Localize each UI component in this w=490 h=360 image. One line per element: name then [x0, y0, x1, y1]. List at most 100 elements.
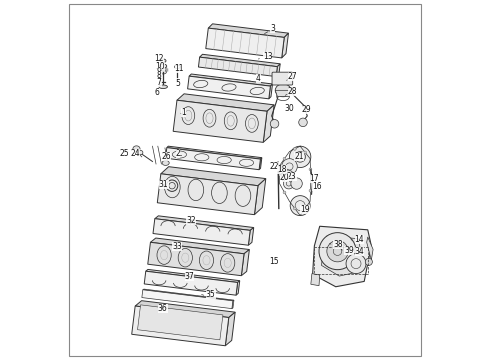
Ellipse shape: [159, 85, 168, 89]
Polygon shape: [313, 226, 371, 287]
Polygon shape: [144, 271, 238, 295]
Text: 15: 15: [269, 257, 279, 266]
Text: 22: 22: [269, 162, 279, 171]
Text: 27: 27: [288, 72, 297, 81]
Text: 9: 9: [157, 67, 162, 76]
Polygon shape: [206, 28, 284, 58]
Ellipse shape: [283, 178, 294, 189]
Ellipse shape: [162, 161, 169, 165]
Text: 2: 2: [175, 149, 180, 158]
Polygon shape: [177, 94, 274, 111]
Text: 18: 18: [277, 165, 287, 174]
Polygon shape: [148, 242, 244, 276]
Polygon shape: [367, 237, 373, 260]
Polygon shape: [150, 238, 249, 254]
Text: 3: 3: [270, 24, 275, 33]
Text: 1: 1: [181, 108, 186, 117]
Polygon shape: [157, 174, 258, 215]
Text: 20: 20: [280, 173, 290, 182]
Polygon shape: [276, 64, 280, 77]
Polygon shape: [199, 54, 280, 67]
Text: 24: 24: [130, 149, 140, 158]
Polygon shape: [132, 306, 229, 346]
Text: 34: 34: [355, 247, 365, 256]
Text: 30: 30: [284, 104, 294, 113]
Ellipse shape: [346, 254, 366, 274]
Ellipse shape: [283, 191, 286, 194]
Text: 6: 6: [154, 88, 159, 97]
Ellipse shape: [276, 75, 289, 82]
Ellipse shape: [160, 59, 166, 63]
Ellipse shape: [365, 258, 372, 265]
Ellipse shape: [160, 71, 167, 74]
Text: 7: 7: [157, 78, 162, 87]
Text: 11: 11: [174, 64, 184, 73]
Polygon shape: [173, 100, 267, 142]
Polygon shape: [248, 228, 254, 245]
Ellipse shape: [270, 120, 279, 128]
Ellipse shape: [174, 65, 180, 69]
Text: 28: 28: [288, 87, 297, 96]
Polygon shape: [198, 57, 277, 77]
Polygon shape: [161, 167, 266, 186]
Ellipse shape: [291, 178, 302, 189]
Ellipse shape: [294, 148, 296, 150]
Polygon shape: [153, 219, 250, 245]
Text: 25: 25: [120, 149, 129, 158]
Text: 31: 31: [159, 180, 169, 189]
Text: 36: 36: [158, 304, 168, 313]
Ellipse shape: [304, 207, 307, 210]
Polygon shape: [146, 269, 240, 283]
Text: 32: 32: [186, 216, 196, 225]
Text: 23: 23: [287, 172, 296, 181]
Ellipse shape: [275, 84, 291, 97]
Polygon shape: [236, 281, 240, 295]
Polygon shape: [143, 289, 234, 301]
Text: 38: 38: [333, 240, 343, 249]
Ellipse shape: [299, 118, 307, 127]
Polygon shape: [321, 236, 361, 276]
Ellipse shape: [167, 180, 178, 192]
Ellipse shape: [133, 146, 140, 152]
Text: 35: 35: [206, 290, 216, 299]
Ellipse shape: [309, 168, 312, 171]
Text: 29: 29: [302, 105, 312, 114]
Text: 19: 19: [300, 205, 310, 214]
Polygon shape: [155, 216, 254, 230]
Ellipse shape: [319, 233, 356, 270]
Text: 33: 33: [172, 242, 182, 251]
Ellipse shape: [283, 157, 286, 160]
Text: 4: 4: [256, 74, 261, 83]
Text: 17: 17: [309, 174, 318, 183]
Polygon shape: [189, 74, 272, 86]
Ellipse shape: [327, 240, 348, 262]
Polygon shape: [166, 148, 260, 170]
Polygon shape: [225, 312, 235, 346]
Polygon shape: [188, 76, 270, 99]
Text: 5: 5: [175, 80, 180, 89]
FancyBboxPatch shape: [272, 72, 293, 85]
Polygon shape: [138, 305, 223, 340]
Ellipse shape: [290, 146, 311, 167]
Text: 13: 13: [263, 52, 272, 61]
Ellipse shape: [309, 189, 312, 192]
Ellipse shape: [281, 170, 294, 183]
Polygon shape: [232, 300, 234, 309]
Polygon shape: [282, 33, 289, 58]
Polygon shape: [167, 146, 262, 159]
Text: 39: 39: [344, 246, 354, 255]
Text: 14: 14: [355, 235, 364, 244]
Polygon shape: [242, 249, 249, 276]
Polygon shape: [263, 105, 274, 142]
Ellipse shape: [278, 173, 281, 176]
Ellipse shape: [290, 195, 310, 216]
Text: 37: 37: [185, 272, 194, 281]
Polygon shape: [254, 179, 266, 215]
Ellipse shape: [139, 150, 143, 155]
Polygon shape: [142, 290, 233, 309]
Polygon shape: [208, 24, 289, 37]
Ellipse shape: [160, 64, 167, 68]
Ellipse shape: [304, 151, 307, 154]
Polygon shape: [135, 301, 235, 318]
Text: 10: 10: [155, 62, 165, 71]
